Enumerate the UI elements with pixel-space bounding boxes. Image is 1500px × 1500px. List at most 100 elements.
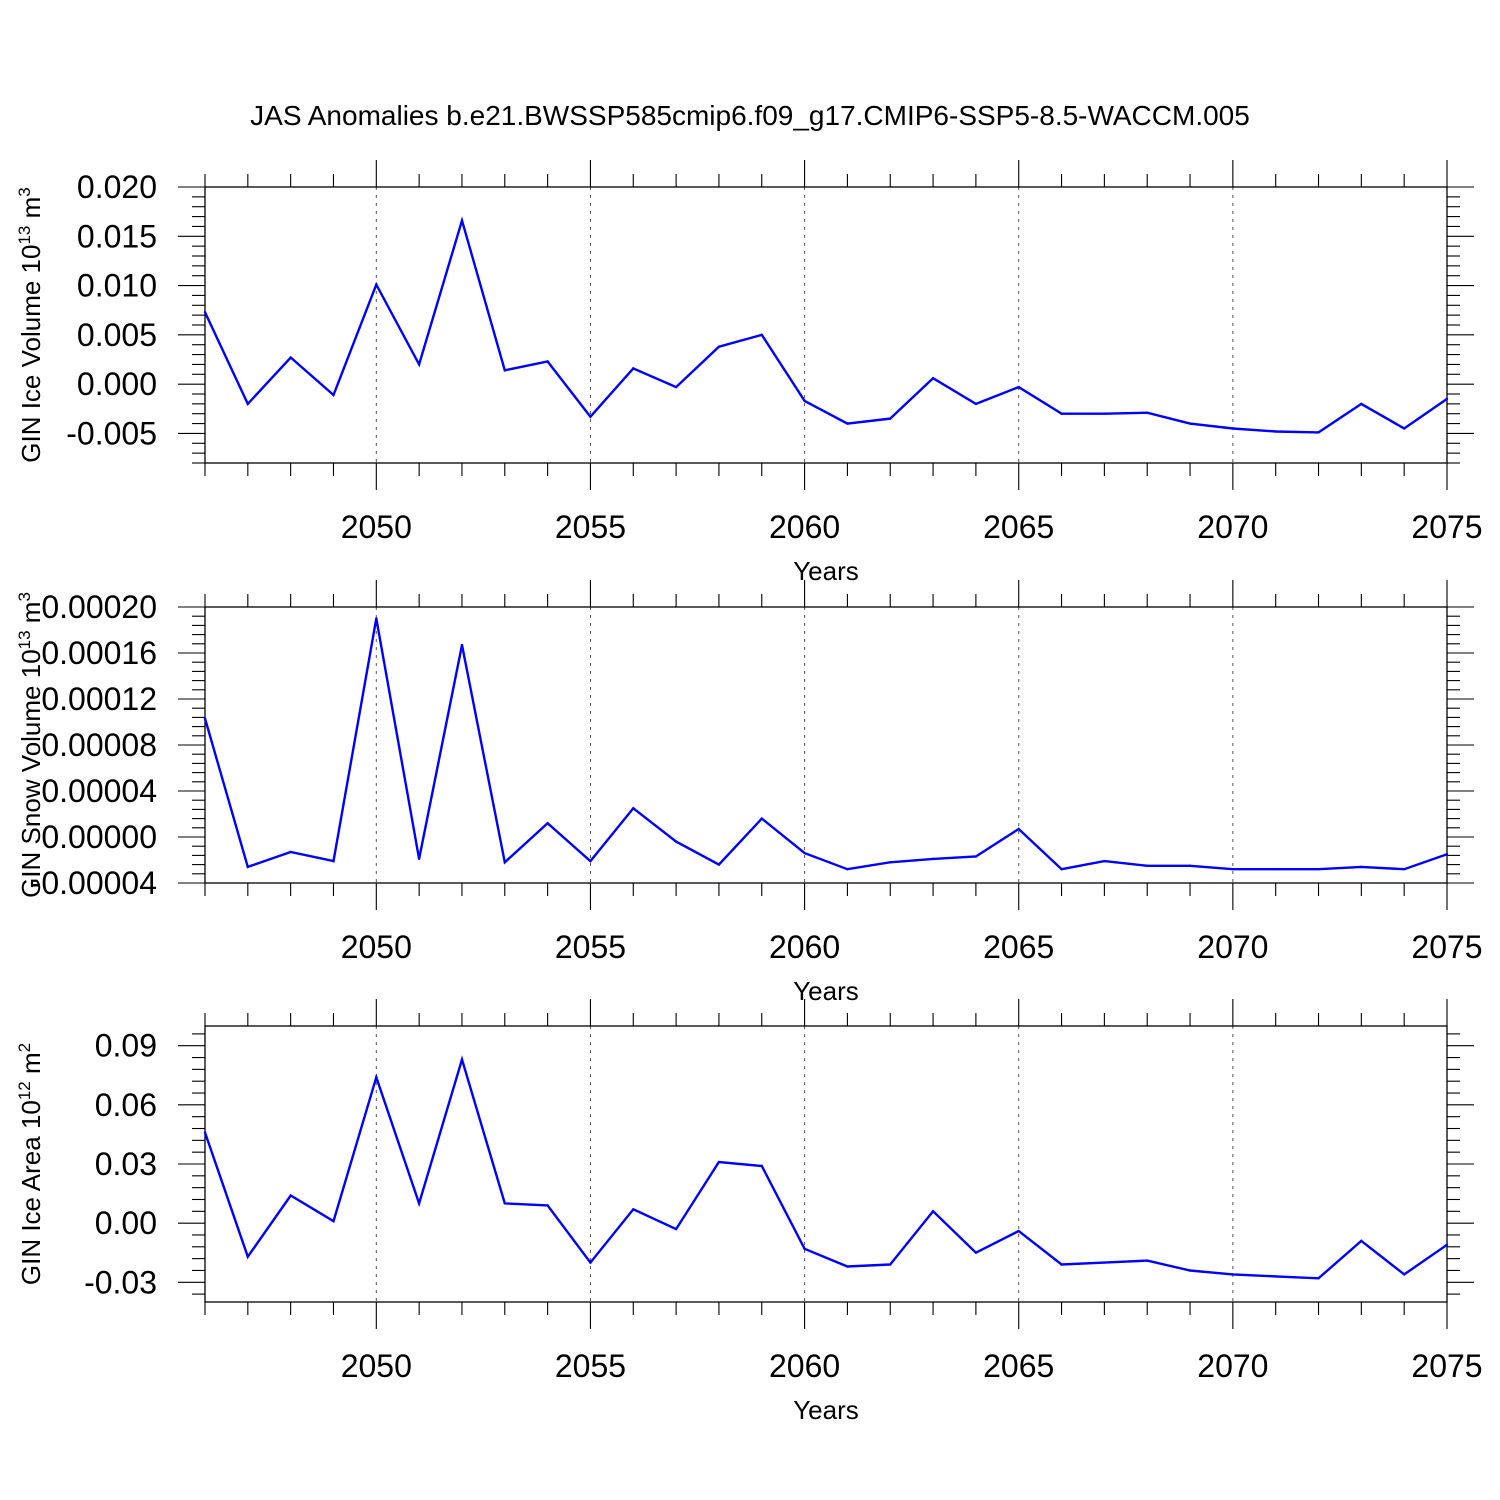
data-point [889, 861, 892, 864]
y-tick-label: 0.000 [77, 366, 157, 402]
data-point [460, 643, 464, 647]
x-tick-label: 2055 [555, 1348, 626, 1384]
y-axis-label: GIN Ice Area 1012 m2 [15, 1043, 46, 1285]
data-point [717, 345, 721, 348]
x-tick-label: 2050 [341, 1348, 412, 1384]
x-tick-label: 2055 [555, 929, 626, 965]
data-point [931, 857, 935, 861]
data-point [1017, 385, 1020, 389]
y-axis-label-sup: 13 [15, 630, 34, 649]
data-point [931, 377, 935, 380]
y-axis-label: GIN Ice Volume 1013 m3 [15, 187, 46, 463]
data-point [503, 369, 506, 372]
y-tick-label: 0.005 [77, 317, 157, 353]
y-tick-label: 0.020 [77, 169, 157, 205]
data-point [1146, 1259, 1149, 1262]
data-point [803, 399, 806, 403]
data-point [546, 1204, 549, 1207]
data-point [1146, 864, 1149, 867]
y-tick-label: 0.00012 [41, 681, 157, 717]
x-tick-label: 2050 [341, 509, 412, 545]
data-point [1017, 827, 1020, 831]
data-point [460, 219, 464, 222]
x-tick-label: 2060 [769, 509, 840, 545]
data-point [1360, 865, 1363, 869]
data-point [632, 1208, 635, 1211]
x-tick-label: 2060 [769, 1348, 840, 1384]
y-tick-label: 0.06 [95, 1087, 157, 1123]
x-axis-label: Years [793, 976, 859, 1006]
data-point [1317, 1277, 1320, 1280]
x-tick-label: 2070 [1197, 1348, 1268, 1384]
data-point [503, 861, 506, 864]
y-axis-label-base: GIN Ice Area 10 [16, 1100, 46, 1285]
data-point [460, 1058, 464, 1061]
data-point [632, 807, 635, 810]
data-point [375, 283, 378, 286]
data-point [1188, 422, 1192, 425]
x-axis-label: Years [793, 556, 859, 586]
data-point [1146, 411, 1149, 414]
data-point [632, 367, 635, 370]
data-point [203, 310, 207, 314]
y-tick-label: 0.00000 [41, 819, 157, 855]
data-point [803, 1247, 806, 1250]
data-point [203, 1131, 207, 1134]
data-point [589, 859, 592, 863]
plot-frame [204, 606, 1448, 884]
y-axis-label-unit: m [16, 1052, 46, 1081]
y-axis-label: GIN Snow Volume 1013 m3 [15, 592, 46, 898]
data-point [1017, 1229, 1020, 1233]
data-point [1274, 868, 1277, 871]
data-point [931, 1210, 935, 1213]
data-point [974, 855, 978, 858]
data-point [375, 617, 378, 620]
y-tick-label: 0.03 [95, 1146, 157, 1182]
data-point [1060, 868, 1063, 871]
y-axis-label-unit-sup: 3 [15, 187, 34, 196]
y-tick-label: 0.00016 [41, 635, 157, 671]
x-tick-label: 2075 [1411, 509, 1482, 545]
y-tick-label: 0.015 [77, 218, 157, 254]
ice-area-panel: 2050 2055 2060 2065 2070 2075 Years -0.03 0.00 0.… [15, 999, 1483, 1425]
plot-frame [204, 1025, 1448, 1303]
data-point [1274, 430, 1277, 433]
data-point [1402, 1273, 1406, 1276]
data-point [1188, 1269, 1192, 1272]
data-point [1103, 412, 1106, 415]
snow-volume-panel: 2050 2055 2060 2065 2070 2075 Years -0.00004 0.0… [15, 580, 1483, 1006]
data-point [417, 857, 421, 861]
data-point [674, 1227, 678, 1231]
data-point [417, 1202, 421, 1205]
x-tick-label: 2055 [555, 509, 626, 545]
data-point [1103, 859, 1106, 863]
data-point [589, 415, 592, 418]
data-point [1060, 1263, 1063, 1266]
data-point [546, 822, 549, 825]
data-point [889, 1263, 892, 1266]
y-axis-label-unit-sup: 2 [15, 1043, 34, 1052]
data-point [1274, 1275, 1277, 1278]
y-tick-label: 0.09 [95, 1028, 157, 1064]
x-tick-label: 2075 [1411, 1348, 1482, 1384]
y-tick-label: 0.00 [95, 1205, 157, 1241]
data-point [674, 840, 678, 843]
data-point [1103, 1261, 1106, 1264]
x-tick-label: 2070 [1197, 929, 1268, 965]
data-point [717, 1160, 721, 1164]
data-point [1445, 1243, 1449, 1247]
data-point [546, 360, 549, 363]
x-tick-label: 2065 [983, 1348, 1054, 1384]
y-axis-label-sup: 12 [15, 1081, 34, 1100]
y-tick-label: 0.00008 [41, 727, 157, 763]
x-tick-label: 2070 [1197, 509, 1268, 545]
data-point [1188, 864, 1192, 867]
data-point [503, 1202, 506, 1205]
data-point [846, 1265, 849, 1268]
y-axis-label-sup: 13 [15, 226, 34, 245]
data-point [1231, 1273, 1235, 1276]
data-point [889, 417, 892, 420]
data-point [760, 817, 763, 820]
y-tick-label: -0.005 [66, 415, 157, 451]
